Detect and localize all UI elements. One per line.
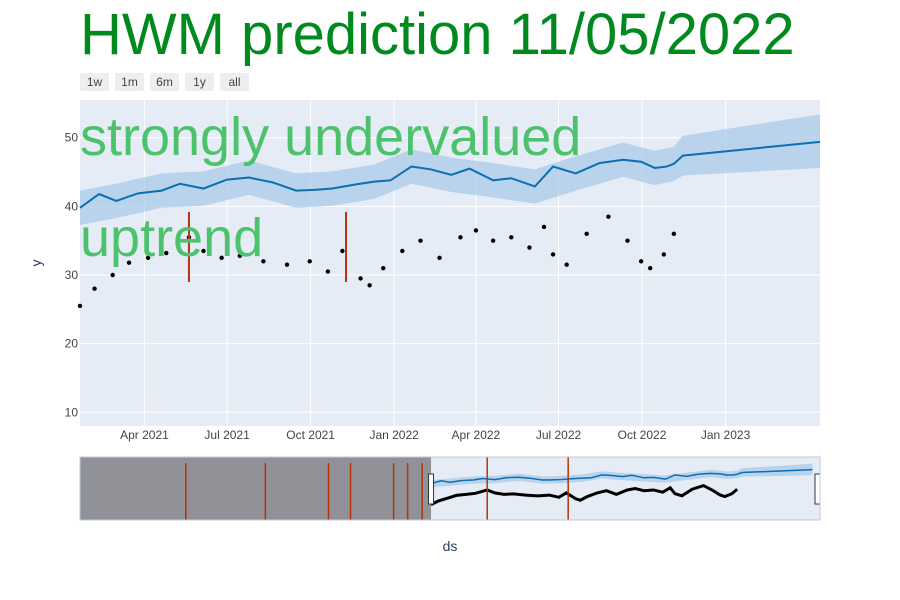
actual-point <box>126 260 132 265</box>
actual-point <box>237 253 243 258</box>
trend-annotation: uptrend <box>80 208 263 268</box>
range-button-1w[interactable]: 1w <box>80 73 109 91</box>
actual-point <box>638 259 644 264</box>
slider-mask <box>80 457 432 520</box>
actual-point <box>110 272 115 278</box>
range-button-1y[interactable]: 1y <box>185 73 214 91</box>
valuation-annotation: strongly undervalued <box>80 107 581 167</box>
x-tick-label: Jul 2022 <box>536 428 582 442</box>
actual-point <box>164 250 169 256</box>
y-axis-label: y <box>28 260 44 267</box>
actual-point <box>325 269 331 274</box>
actual-point <box>458 235 463 240</box>
actual-point <box>625 238 630 243</box>
x-tick-label: Jan 2022 <box>369 428 419 442</box>
x-tick-label: Jan 2023 <box>701 428 751 442</box>
y-tick-label: 50 <box>65 131 79 145</box>
actual-point <box>261 259 266 264</box>
range-slider[interactable] <box>79 456 821 521</box>
y-tick-label: 40 <box>65 199 79 213</box>
forecast-line <box>79 140 821 209</box>
actual-point <box>509 235 514 240</box>
actual-point <box>367 283 372 288</box>
actual-point <box>219 255 224 261</box>
axis-layer: 10 20 30 40 50 Apr 2021 Jul 2021 Oct 2021 Jan 20… <box>65 131 751 442</box>
actual-point <box>358 276 363 281</box>
actual-point <box>648 265 653 271</box>
uncertainty-band <box>80 114 820 225</box>
slider-handle-right <box>814 473 821 505</box>
actual-point <box>381 265 386 271</box>
y-tick-label: 30 <box>65 268 79 282</box>
actual-point <box>340 248 345 254</box>
y-tick-label: 10 <box>65 405 79 419</box>
actual-point <box>145 255 151 261</box>
actual-point <box>77 303 83 309</box>
y-tick-label: 20 <box>65 337 79 351</box>
actual-points-layer <box>77 214 677 309</box>
x-tick-label: Jul 2021 <box>204 428 250 442</box>
x-tick-label: Oct 2021 <box>286 428 335 442</box>
x-axis-label: ds <box>443 538 458 554</box>
actual-point <box>606 214 611 219</box>
slider-uncertainty-band <box>431 463 813 488</box>
changepoint-layer <box>187 212 348 282</box>
actual-point <box>490 238 496 243</box>
actual-point <box>584 231 589 237</box>
forecast-line-layer <box>79 140 821 209</box>
x-tick-label: Apr 2022 <box>452 428 501 442</box>
actual-point <box>564 262 569 267</box>
actual-point <box>527 245 532 250</box>
uncertainty-band-layer <box>80 114 820 225</box>
actual-point <box>541 224 547 230</box>
actual-point <box>661 252 667 257</box>
actual-point <box>550 252 556 257</box>
range-button-6m[interactable]: 6m <box>150 73 179 91</box>
slider-actual-trace <box>430 483 739 506</box>
x-tick-label: Oct 2022 <box>618 428 667 442</box>
actual-point <box>201 248 206 254</box>
actual-point <box>418 238 423 243</box>
actual-point <box>92 286 97 291</box>
chart-title: HWM prediction 11/05/2022 <box>80 2 795 67</box>
range-button-all[interactable]: all <box>220 73 249 91</box>
actual-point <box>437 255 442 261</box>
range-button-1m[interactable]: 1m <box>115 73 144 91</box>
actual-point <box>284 262 290 267</box>
actual-point <box>400 248 405 254</box>
actual-point <box>307 259 312 264</box>
slider-border <box>79 456 821 521</box>
slider-handle-left <box>428 473 435 505</box>
actual-point <box>473 228 479 233</box>
actual-point <box>671 231 677 237</box>
x-tick-label: Apr 2021 <box>120 428 169 442</box>
